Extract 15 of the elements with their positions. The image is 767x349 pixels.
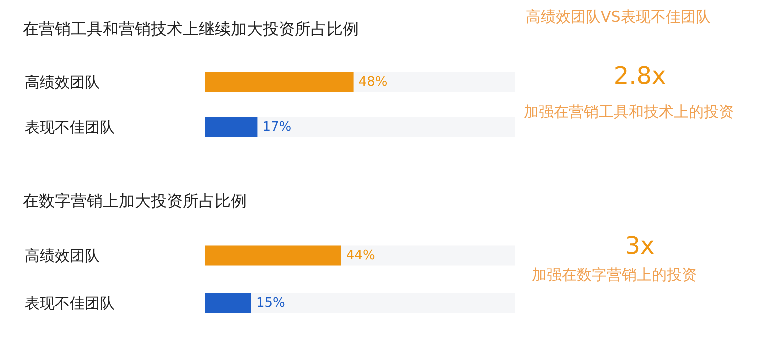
category-label: 表现不佳团队: [25, 294, 115, 312]
data-label: 48%: [358, 75, 388, 90]
text: 加强在营销工具和技术上的投资: [524, 102, 735, 123]
chart-title: 在营销工具和营销技术上继续加大投资所占比例: [23, 20, 359, 38]
text: 高绩效团队VS表现不佳团队: [526, 8, 711, 27]
category-label: 表现不佳团队: [25, 118, 115, 136]
category-label: 高绩效团队: [25, 246, 100, 265]
data-label: 17%: [262, 120, 292, 135]
data-label: 15%: [256, 296, 286, 311]
text: 3x: [624, 232, 656, 260]
chart-title: 在数字营销上加大投资所占比例: [23, 192, 247, 210]
text: 2.8x: [612, 62, 668, 90]
data-label: 44%: [346, 248, 376, 264]
text: 加强在数字营销上的投资: [532, 266, 697, 284]
category-label: 高绩效团队: [25, 74, 100, 92]
